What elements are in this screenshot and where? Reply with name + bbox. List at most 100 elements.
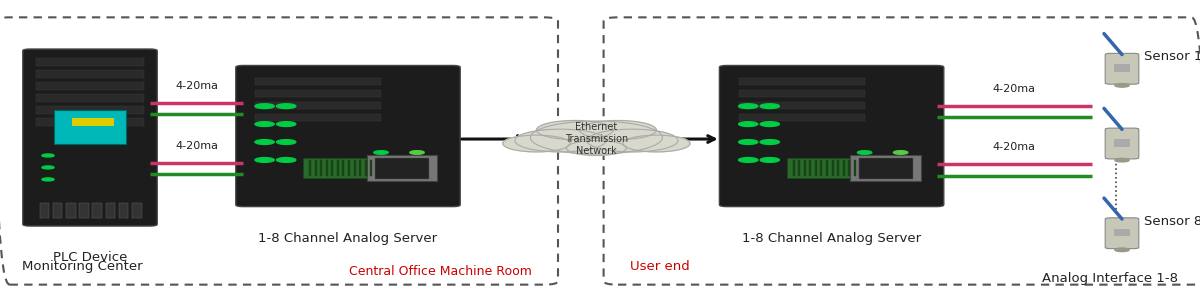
FancyBboxPatch shape [302, 158, 394, 178]
FancyBboxPatch shape [79, 203, 89, 218]
FancyBboxPatch shape [314, 160, 317, 176]
Circle shape [254, 140, 275, 144]
FancyBboxPatch shape [132, 203, 142, 218]
Circle shape [42, 178, 54, 181]
Text: Analog Interface 1-8: Analog Interface 1-8 [1042, 272, 1178, 285]
Circle shape [1115, 83, 1129, 87]
Text: Monitoring Center: Monitoring Center [22, 260, 143, 273]
FancyBboxPatch shape [848, 160, 851, 176]
Circle shape [738, 104, 758, 109]
FancyBboxPatch shape [859, 158, 912, 179]
FancyBboxPatch shape [36, 82, 144, 90]
Text: Central Office Machine Room: Central Office Machine Room [349, 265, 532, 277]
FancyBboxPatch shape [804, 160, 805, 176]
Circle shape [530, 121, 662, 154]
FancyBboxPatch shape [365, 160, 367, 176]
Text: 4-20ma: 4-20ma [175, 141, 218, 151]
Circle shape [857, 151, 871, 154]
FancyBboxPatch shape [1105, 53, 1139, 84]
FancyBboxPatch shape [738, 78, 864, 85]
FancyBboxPatch shape [36, 106, 144, 114]
FancyBboxPatch shape [40, 203, 49, 218]
FancyBboxPatch shape [865, 160, 866, 176]
Circle shape [738, 122, 758, 126]
Text: User end: User end [630, 260, 690, 273]
Circle shape [42, 154, 54, 157]
FancyBboxPatch shape [348, 160, 350, 176]
FancyBboxPatch shape [54, 110, 126, 144]
FancyBboxPatch shape [719, 65, 943, 207]
Text: PLC Device: PLC Device [53, 251, 127, 264]
Text: 1-8 Channel Analog Server: 1-8 Channel Analog Server [258, 232, 438, 245]
FancyBboxPatch shape [256, 102, 382, 109]
FancyBboxPatch shape [92, 203, 102, 218]
FancyBboxPatch shape [382, 160, 384, 176]
Circle shape [254, 158, 275, 162]
Circle shape [761, 140, 780, 144]
Text: Sensor 8: Sensor 8 [1144, 215, 1200, 228]
FancyBboxPatch shape [366, 155, 437, 181]
FancyBboxPatch shape [1114, 64, 1130, 72]
FancyBboxPatch shape [826, 160, 828, 176]
FancyBboxPatch shape [23, 49, 157, 226]
FancyBboxPatch shape [376, 160, 378, 176]
Circle shape [374, 151, 388, 154]
FancyBboxPatch shape [36, 58, 144, 66]
FancyBboxPatch shape [235, 65, 460, 207]
FancyBboxPatch shape [859, 160, 862, 176]
FancyBboxPatch shape [106, 203, 115, 218]
Circle shape [503, 135, 570, 152]
FancyBboxPatch shape [331, 160, 334, 176]
Text: 1-8 Channel Analog Server: 1-8 Channel Analog Server [742, 232, 922, 245]
Circle shape [1115, 248, 1129, 252]
Circle shape [276, 122, 295, 126]
Circle shape [276, 140, 295, 144]
Circle shape [42, 166, 54, 169]
Circle shape [761, 158, 780, 162]
FancyBboxPatch shape [36, 118, 144, 126]
Circle shape [893, 151, 908, 154]
FancyBboxPatch shape [815, 160, 817, 176]
FancyBboxPatch shape [256, 78, 382, 85]
FancyBboxPatch shape [66, 203, 76, 218]
Circle shape [254, 122, 275, 126]
Text: 4-20ma: 4-20ma [992, 84, 1036, 94]
Circle shape [738, 158, 758, 162]
FancyBboxPatch shape [832, 160, 834, 176]
FancyBboxPatch shape [354, 160, 355, 176]
FancyBboxPatch shape [809, 160, 811, 176]
FancyBboxPatch shape [842, 160, 845, 176]
Circle shape [587, 129, 678, 152]
FancyBboxPatch shape [374, 158, 428, 179]
FancyBboxPatch shape [359, 160, 361, 176]
Circle shape [276, 104, 295, 109]
Circle shape [761, 122, 780, 126]
FancyBboxPatch shape [821, 160, 822, 176]
FancyBboxPatch shape [787, 158, 876, 178]
FancyBboxPatch shape [371, 160, 372, 176]
FancyBboxPatch shape [1105, 128, 1139, 159]
FancyBboxPatch shape [798, 160, 800, 176]
FancyBboxPatch shape [119, 203, 128, 218]
FancyBboxPatch shape [72, 118, 114, 126]
Circle shape [566, 141, 626, 155]
Circle shape [276, 158, 295, 162]
Circle shape [761, 104, 780, 109]
FancyBboxPatch shape [320, 160, 322, 176]
FancyBboxPatch shape [36, 70, 144, 78]
FancyBboxPatch shape [325, 160, 328, 176]
Circle shape [536, 120, 613, 140]
FancyBboxPatch shape [337, 160, 338, 176]
FancyBboxPatch shape [256, 90, 382, 97]
FancyBboxPatch shape [1114, 229, 1130, 236]
FancyBboxPatch shape [36, 94, 144, 102]
FancyBboxPatch shape [342, 160, 344, 176]
Text: Sensor 1: Sensor 1 [1144, 50, 1200, 63]
FancyBboxPatch shape [256, 114, 382, 121]
FancyBboxPatch shape [738, 114, 864, 121]
Circle shape [409, 151, 424, 154]
FancyBboxPatch shape [738, 90, 864, 97]
FancyBboxPatch shape [53, 203, 62, 218]
Circle shape [1115, 158, 1129, 162]
FancyBboxPatch shape [1114, 139, 1130, 147]
